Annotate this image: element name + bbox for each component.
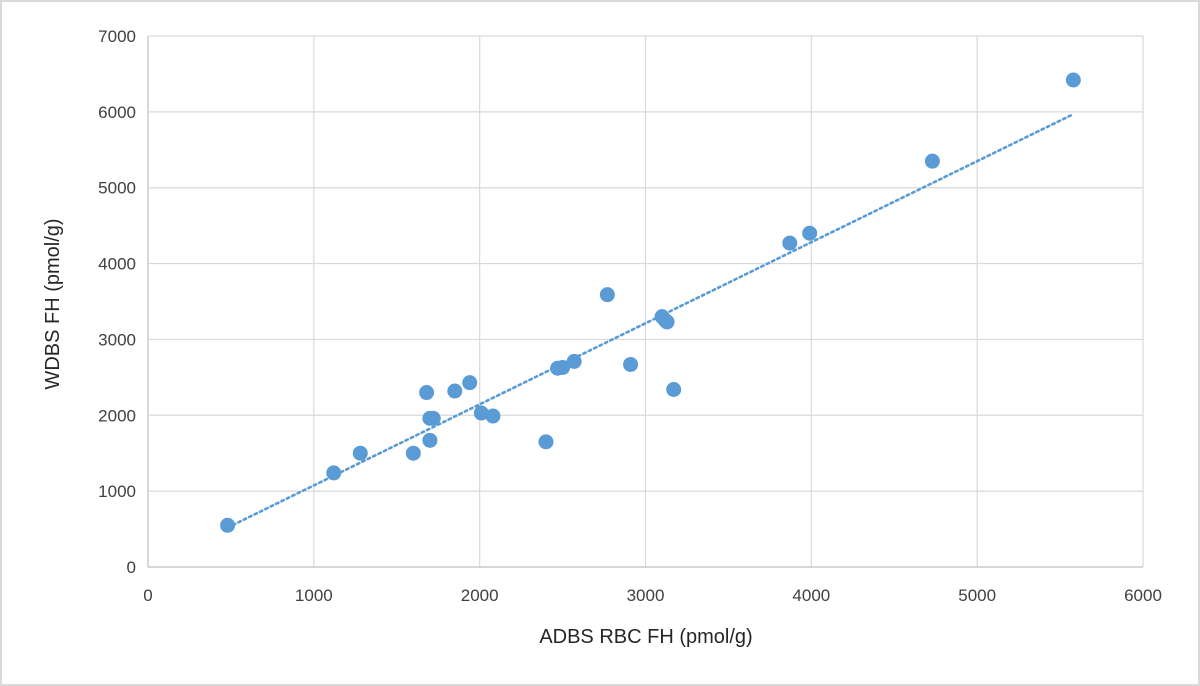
data-point bbox=[659, 314, 675, 330]
y-tick-label-7000: 7000 bbox=[98, 27, 136, 46]
data-point bbox=[405, 445, 421, 461]
data-point bbox=[666, 381, 682, 397]
x-axis-title: ADBS RBC FH (pmol/g) bbox=[539, 626, 752, 648]
y-tick-label-6000: 6000 bbox=[98, 103, 136, 122]
y-tick-label-3000: 3000 bbox=[98, 330, 136, 349]
x-tick-label-3000: 3000 bbox=[627, 586, 665, 605]
x-tick-label-6000: 6000 bbox=[1124, 586, 1162, 605]
data-point bbox=[599, 287, 615, 303]
data-point bbox=[462, 375, 478, 391]
x-tick-label-2000: 2000 bbox=[461, 586, 499, 605]
data-point bbox=[220, 517, 236, 533]
data-point bbox=[623, 356, 639, 372]
x-tick-label-1000: 1000 bbox=[295, 586, 333, 605]
data-point bbox=[802, 225, 818, 241]
y-tick-label-1000: 1000 bbox=[98, 482, 136, 501]
y-tick-label-0: 0 bbox=[127, 558, 136, 577]
data-point bbox=[555, 359, 571, 375]
y-tick-label-4000: 4000 bbox=[98, 255, 136, 274]
data-point bbox=[782, 235, 798, 251]
data-point bbox=[447, 383, 463, 399]
trendline bbox=[226, 112, 1075, 529]
data-point bbox=[352, 445, 368, 461]
grid-layer bbox=[147, 35, 1144, 568]
data-point bbox=[473, 405, 489, 421]
y-tick-label-5000: 5000 bbox=[98, 179, 136, 198]
points-layer bbox=[220, 72, 1081, 533]
data-point bbox=[425, 410, 441, 426]
data-point bbox=[1065, 72, 1081, 88]
data-point bbox=[924, 153, 940, 169]
y-axis-title: WDBS FH (pmol/g) bbox=[42, 218, 64, 389]
x-tick-label-5000: 5000 bbox=[958, 586, 996, 605]
data-point bbox=[419, 385, 435, 401]
data-point bbox=[538, 434, 554, 450]
trendline-layer bbox=[226, 112, 1075, 529]
axis-layer: 0 1000 2000 3000 4000 5000 6000 0 1000 2000 3000 40… bbox=[98, 27, 1162, 605]
data-point bbox=[566, 353, 582, 369]
y-tick-label-2000: 2000 bbox=[98, 406, 136, 425]
data-point bbox=[485, 408, 501, 424]
data-point bbox=[326, 465, 342, 481]
x-tick-label-0: 0 bbox=[143, 586, 152, 605]
data-point bbox=[422, 432, 438, 448]
x-tick-label-4000: 4000 bbox=[792, 586, 830, 605]
